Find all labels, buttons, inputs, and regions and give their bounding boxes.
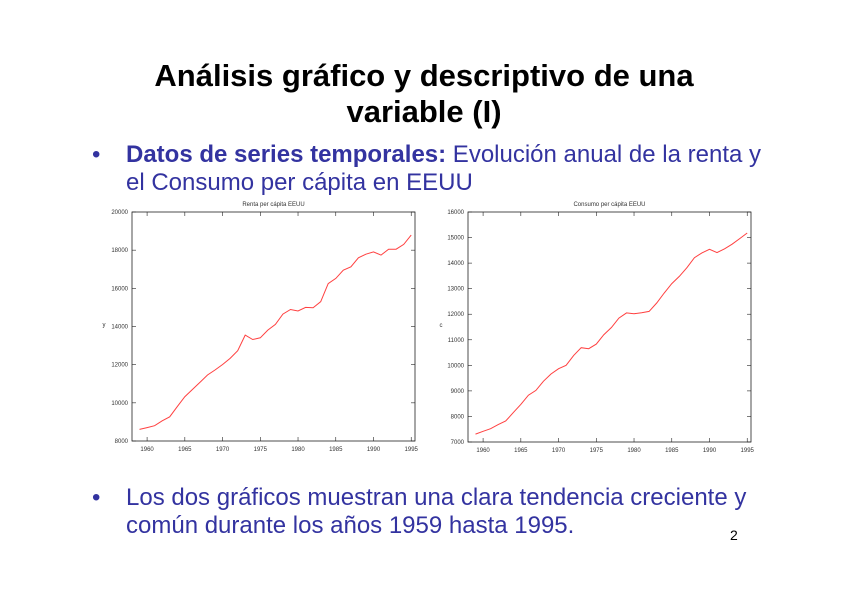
y-tick-label: 16000 xyxy=(111,286,128,292)
y-axis-label: c xyxy=(440,323,443,329)
y-tick-label: 16000 xyxy=(447,210,464,216)
chart-title: Consumo per cápita EEUU xyxy=(573,202,645,208)
y-tick-label: 14000 xyxy=(111,325,128,331)
bullet-2-text: Los dos gráficos muestran una clara tend… xyxy=(126,484,747,539)
y-tick-label: 12000 xyxy=(111,363,128,369)
y-tick-label: 13000 xyxy=(447,287,464,293)
y-axis-label: y xyxy=(103,323,106,329)
x-tick-label: 1975 xyxy=(590,448,604,454)
x-tick-label: 1980 xyxy=(627,448,641,454)
x-tick-label: 1965 xyxy=(514,448,528,454)
x-tick-label: 1975 xyxy=(254,447,268,453)
bullet-icon: • xyxy=(92,141,101,168)
y-tick-label: 7000 xyxy=(451,440,465,446)
series-line xyxy=(139,234,412,430)
y-tick-label: 12000 xyxy=(447,312,464,318)
x-tick-label: 1995 xyxy=(405,447,419,453)
plot-frame xyxy=(467,211,752,443)
title-line-2: variable (I) xyxy=(346,94,502,129)
page-number: 2 xyxy=(730,527,738,543)
y-tick-label: 14000 xyxy=(447,261,464,267)
y-tick-label: 9000 xyxy=(451,389,465,395)
bullet-icon: • xyxy=(92,484,101,511)
y-tick-label: 8000 xyxy=(115,439,129,445)
x-tick-label: 1970 xyxy=(216,447,230,453)
bullet-1-text: Evolución anual de la renta y el Consumo… xyxy=(126,141,762,196)
y-tick-label: 8000 xyxy=(451,414,465,420)
x-tick-label: 1965 xyxy=(178,447,192,453)
y-tick-label: 20000 xyxy=(111,210,128,216)
x-tick-label: 1990 xyxy=(367,447,381,453)
y-tick-label: 10000 xyxy=(111,401,128,407)
chart-title: Renta per cápita EEUU xyxy=(242,202,304,208)
x-tick-label: 1960 xyxy=(140,447,154,453)
y-tick-label: 11000 xyxy=(448,338,465,344)
y-tick-label: 15000 xyxy=(447,236,464,242)
x-tick-label: 1960 xyxy=(476,448,490,454)
x-tick-label: 1980 xyxy=(291,447,305,453)
x-tick-label: 1985 xyxy=(665,448,679,454)
bullet-2: • Los dos gráficos muestran una clara te… xyxy=(92,484,782,540)
y-tick-label: 18000 xyxy=(111,248,128,254)
plot-frame xyxy=(131,211,416,442)
x-tick-label: 1970 xyxy=(552,448,566,454)
bullet-1: • Datos de series temporales: Evolución … xyxy=(92,141,782,197)
title-line-1: Análisis gráfico y descriptivo de una xyxy=(154,58,694,93)
x-tick-label: 1990 xyxy=(703,448,717,454)
x-tick-label: 1995 xyxy=(741,448,755,454)
slide-title: Análisis gráfico y descriptivo de una va… xyxy=(0,58,848,130)
series-line xyxy=(475,232,748,435)
y-tick-label: 10000 xyxy=(447,363,464,369)
bullet-1-bold: Datos de series temporales: xyxy=(126,141,447,168)
x-tick-label: 1985 xyxy=(329,447,343,453)
